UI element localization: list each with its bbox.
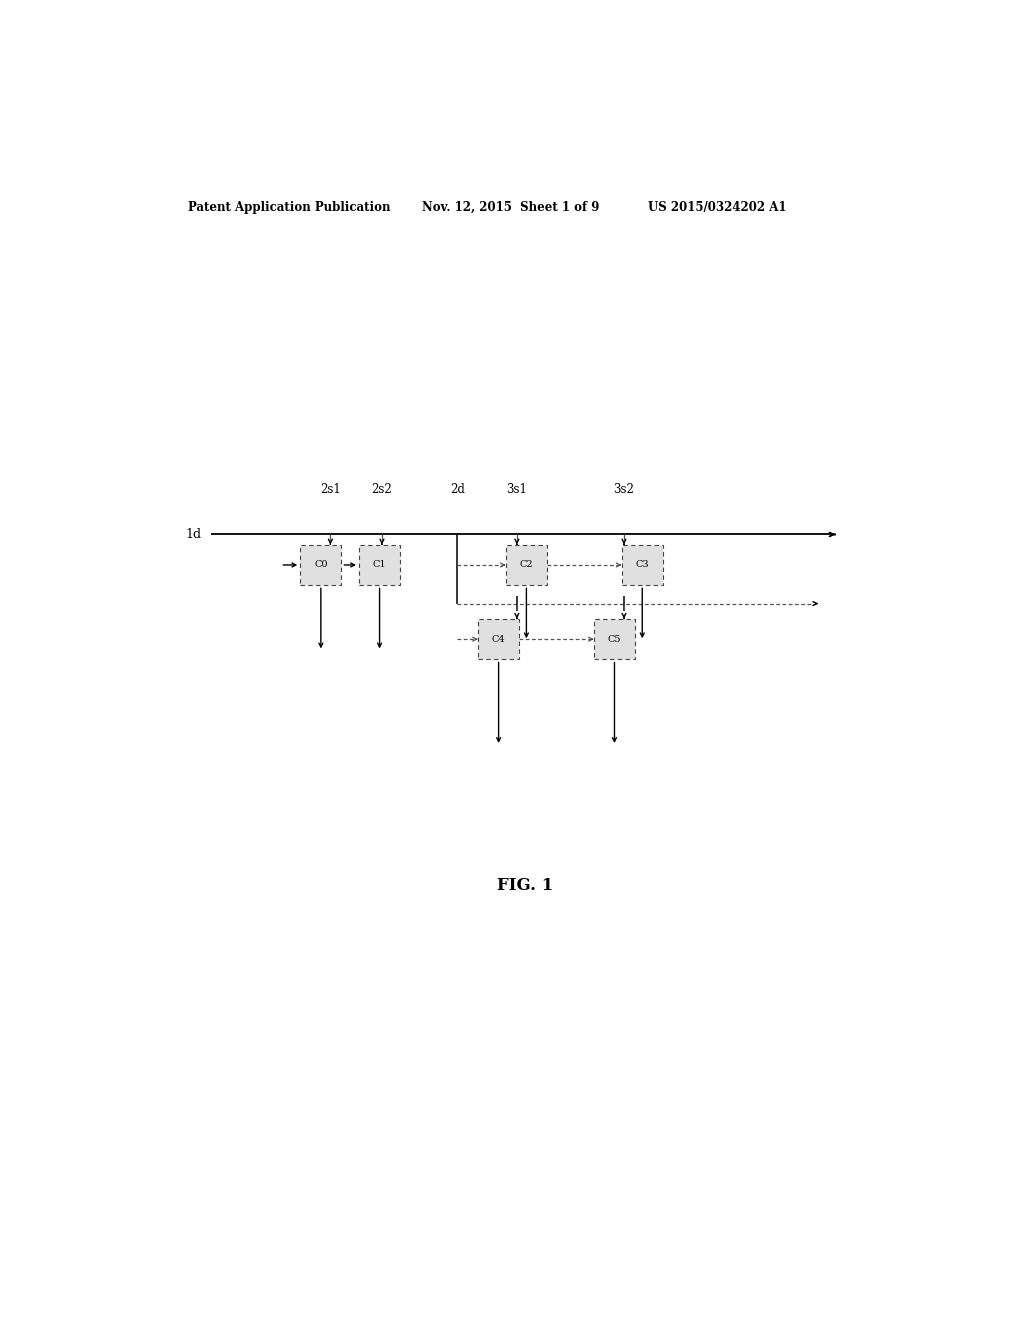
Bar <box>594 619 635 660</box>
Text: US 2015/0324202 A1: US 2015/0324202 A1 <box>648 201 786 214</box>
Text: C4: C4 <box>492 635 506 644</box>
Text: Nov. 12, 2015  Sheet 1 of 9: Nov. 12, 2015 Sheet 1 of 9 <box>422 201 599 214</box>
Text: C0: C0 <box>314 561 328 569</box>
Text: 2s2: 2s2 <box>372 483 392 496</box>
Text: 3s1: 3s1 <box>507 483 527 496</box>
Text: 3s2: 3s2 <box>613 483 635 496</box>
Text: C1: C1 <box>373 561 386 569</box>
Bar <box>300 545 341 585</box>
Bar <box>359 545 400 585</box>
Bar <box>622 545 663 585</box>
Text: Patent Application Publication: Patent Application Publication <box>187 201 390 214</box>
Text: 1d: 1d <box>185 528 202 541</box>
Bar <box>478 619 519 660</box>
Text: C5: C5 <box>607 635 622 644</box>
Text: FIG. 1: FIG. 1 <box>497 876 553 894</box>
Text: 2d: 2d <box>450 483 465 496</box>
Bar <box>506 545 547 585</box>
Text: C2: C2 <box>519 561 534 569</box>
Text: 2s1: 2s1 <box>319 483 341 496</box>
Text: C3: C3 <box>636 561 649 569</box>
